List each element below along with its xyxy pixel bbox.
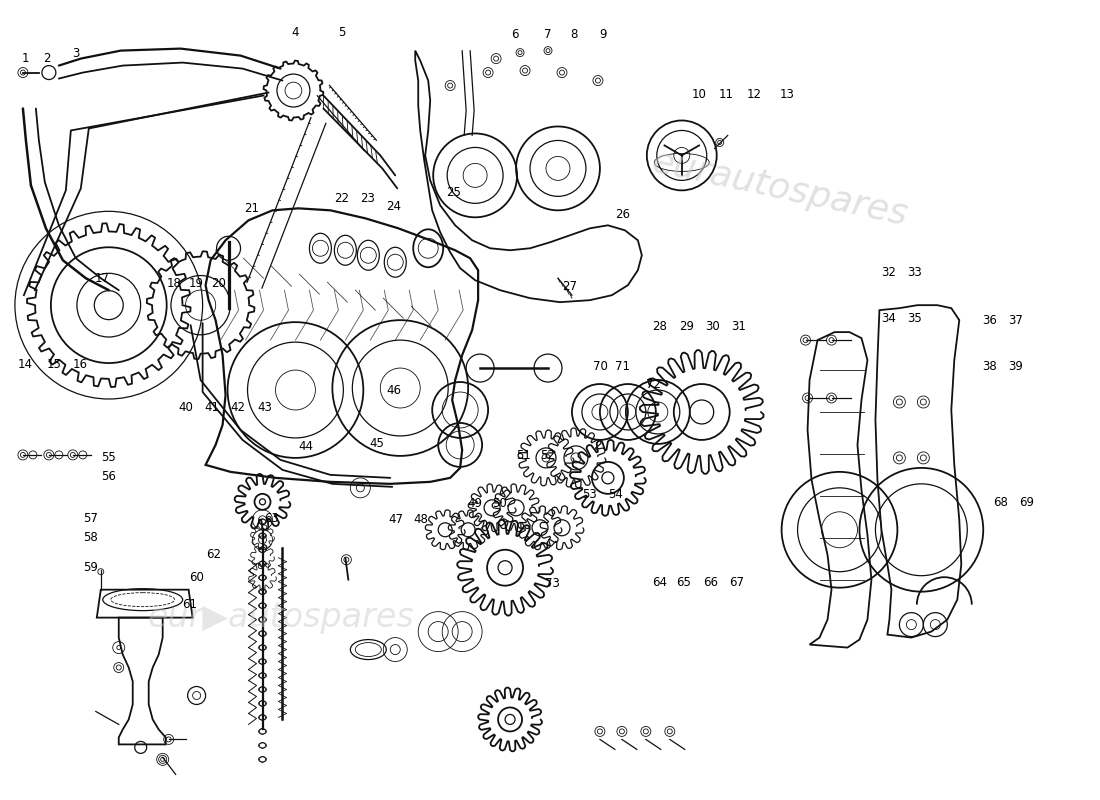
Text: 2: 2: [43, 52, 51, 65]
Text: 15: 15: [46, 358, 62, 370]
Text: 62: 62: [207, 549, 221, 562]
Text: 63: 63: [264, 512, 278, 525]
Text: 70: 70: [593, 360, 608, 373]
Text: 17: 17: [95, 272, 110, 285]
Text: 50: 50: [492, 498, 507, 510]
Text: 7: 7: [544, 28, 551, 41]
Text: 69: 69: [1019, 496, 1034, 509]
Text: 43: 43: [257, 402, 272, 414]
Text: 22: 22: [334, 192, 349, 206]
Text: 38: 38: [982, 360, 997, 373]
Text: 3: 3: [72, 47, 79, 60]
Text: 20: 20: [211, 277, 226, 290]
Text: 44: 44: [299, 440, 314, 453]
Text: 49: 49: [468, 498, 483, 510]
Text: 5: 5: [338, 26, 345, 39]
Text: 54: 54: [608, 488, 624, 501]
Text: 66: 66: [703, 575, 718, 589]
Text: 33: 33: [908, 266, 922, 278]
Text: 55: 55: [101, 451, 116, 464]
Text: 56: 56: [101, 470, 116, 483]
Text: 59: 59: [84, 562, 98, 574]
Text: 36: 36: [982, 314, 997, 326]
Text: 57: 57: [84, 512, 98, 525]
Text: 48: 48: [412, 514, 428, 526]
Text: 46: 46: [386, 384, 402, 397]
Text: 47: 47: [388, 514, 404, 526]
Text: 29: 29: [679, 320, 694, 333]
Text: eur▶autospares: eur▶autospares: [147, 601, 414, 634]
Text: 27: 27: [562, 280, 578, 293]
Text: 41: 41: [205, 402, 219, 414]
Text: 51: 51: [516, 450, 531, 462]
Text: 24: 24: [386, 200, 402, 214]
Text: 19: 19: [189, 277, 204, 290]
Text: 37: 37: [1009, 314, 1023, 326]
Text: 1: 1: [21, 52, 29, 65]
Text: 32: 32: [881, 266, 895, 278]
Text: 52: 52: [540, 450, 556, 462]
Text: 60: 60: [189, 570, 204, 584]
Text: 34: 34: [881, 312, 895, 325]
Text: 42: 42: [231, 402, 245, 414]
Text: 6: 6: [512, 28, 518, 41]
Text: 13: 13: [780, 89, 794, 102]
Text: 58: 58: [84, 531, 98, 544]
Text: 10: 10: [692, 89, 707, 102]
Text: 45: 45: [370, 438, 384, 450]
Text: 4: 4: [292, 26, 299, 39]
Text: 40: 40: [178, 402, 192, 414]
Text: 30: 30: [705, 320, 719, 333]
Text: 73: 73: [544, 577, 560, 590]
Text: 9: 9: [600, 28, 606, 41]
Text: 68: 68: [993, 496, 1008, 509]
Text: 18: 18: [167, 277, 182, 290]
Text: 12: 12: [747, 89, 761, 102]
Text: 35: 35: [908, 312, 922, 325]
Text: 28: 28: [652, 320, 668, 333]
Text: 31: 31: [732, 320, 746, 333]
Text: 71: 71: [615, 360, 630, 373]
Text: eurautospares: eurautospares: [648, 145, 911, 232]
Text: 14: 14: [18, 358, 33, 370]
Text: 26: 26: [615, 208, 630, 222]
Text: 53: 53: [582, 488, 597, 501]
Text: 39: 39: [1009, 360, 1023, 373]
Text: 67: 67: [729, 575, 745, 589]
Text: 23: 23: [361, 192, 375, 206]
Text: 61: 61: [183, 598, 197, 611]
Text: 11: 11: [718, 89, 734, 102]
Text: 21: 21: [244, 202, 258, 215]
Text: 25: 25: [446, 186, 461, 199]
Text: 16: 16: [73, 358, 88, 370]
Text: 65: 65: [676, 575, 692, 589]
Text: 64: 64: [652, 575, 668, 589]
Text: 72: 72: [646, 378, 661, 390]
Text: 8: 8: [571, 28, 578, 41]
